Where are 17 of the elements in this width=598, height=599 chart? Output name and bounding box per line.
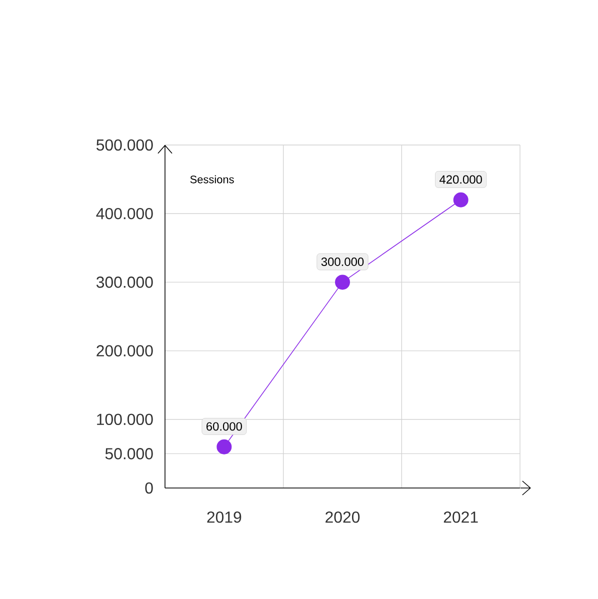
text: 300.000 xyxy=(321,258,364,266)
y-tick-label: 0 xyxy=(145,482,153,494)
y-tick-label: 50.000 xyxy=(105,448,153,460)
y-tick-label: 500.000 xyxy=(96,139,153,151)
x-tick-label: 2020 xyxy=(326,512,360,523)
point xyxy=(216,439,232,454)
x-tick-label: 2019 xyxy=(207,512,242,523)
text: 60.000 xyxy=(206,422,242,431)
y-tick-label: 400.000 xyxy=(96,208,153,220)
y-axis-title: Sessions xyxy=(190,175,234,184)
text: 420.000 xyxy=(440,175,482,184)
y-tick-label: 200.000 xyxy=(96,345,153,356)
y-tick-label: 300.000 xyxy=(96,276,153,288)
point xyxy=(453,192,468,208)
x-tick-label: 2021 xyxy=(444,512,478,523)
point xyxy=(335,274,350,290)
y-tick-label: 100.000 xyxy=(97,414,153,426)
